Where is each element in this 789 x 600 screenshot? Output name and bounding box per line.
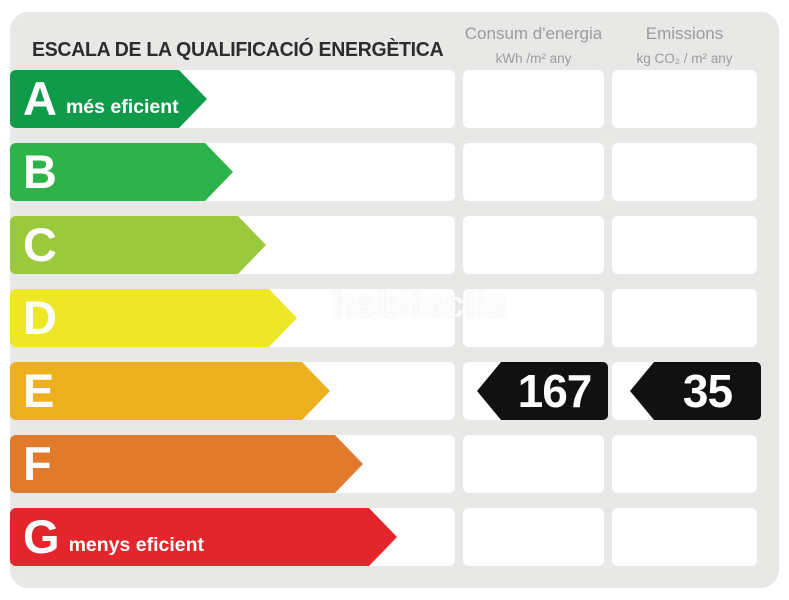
emissions-cell (612, 289, 757, 347)
consum-cell (463, 143, 604, 201)
rating-row-c: C (10, 216, 779, 274)
rating-row-d: D (10, 289, 779, 347)
rating-arrow-c: C (10, 216, 266, 274)
badge-arrow-icon (477, 362, 501, 420)
rating-letter: E (23, 364, 54, 417)
consum-cell: 167 (463, 362, 608, 420)
consum-value-badge: 167 (477, 362, 608, 420)
arrow-tip-icon (335, 435, 363, 493)
consum-cell (463, 435, 604, 493)
rating-letter: G (23, 510, 60, 563)
emissions-value: 35 (654, 362, 761, 420)
consum-cell (463, 70, 604, 128)
arrow-tip-icon (269, 289, 297, 347)
emissions-cell (612, 216, 757, 274)
emissions-cell (612, 508, 757, 566)
page-title: ESCALA DE LA QUALIFICACIÓ ENERGÈTICA (32, 38, 444, 61)
rating-row-label: més eficient (65, 95, 179, 118)
consum-unit: kWh /m² any (495, 51, 572, 66)
emissions-cell (612, 143, 757, 201)
rating-arrow-e: E (10, 362, 330, 420)
rating-row-g: G menys eficient (10, 508, 779, 566)
rating-letter: A (23, 72, 57, 125)
rating-arrow-a: A més eficient (10, 70, 207, 128)
arrow-tip-icon (369, 508, 397, 566)
rating-row-f: F (10, 435, 779, 493)
rating-letter: C (23, 218, 57, 271)
column-header-consum: Consum d'energia kWh /m² any (463, 24, 604, 66)
emissions-unit: kg CO₂ / m² any (636, 51, 733, 66)
energy-certificate-panel: ESCALA DE LA QUALIFICACIÓ ENERGÈTICA Con… (10, 12, 779, 588)
rating-letter: B (23, 145, 57, 198)
rating-arrow-f: F (10, 435, 363, 493)
column-header-emissions: Emissions kg CO₂ / m² any (612, 24, 757, 66)
arrow-tip-icon (302, 362, 330, 420)
emissions-value-badge: 35 (630, 362, 761, 420)
consum-title: Consum d'energia (464, 24, 603, 43)
consum-cell (463, 216, 604, 274)
arrow-tip-icon (205, 143, 233, 201)
rating-row-e: E 167 35 (10, 362, 779, 420)
emissions-title: Emissions (645, 24, 724, 43)
consum-cell (463, 508, 604, 566)
rating-row-b: B (10, 143, 779, 201)
emissions-cell (612, 435, 757, 493)
rating-letter: D (23, 291, 57, 344)
badge-arrow-icon (630, 362, 654, 420)
rating-row-a: A més eficient (10, 70, 779, 128)
rating-arrow-g: G menys eficient (10, 508, 397, 566)
watermark: habitaclia (332, 284, 508, 326)
consum-cell (463, 289, 604, 347)
emissions-cell (612, 70, 757, 128)
rating-arrow-b: B (10, 143, 233, 201)
rating-row-label: menys eficient (68, 533, 205, 556)
arrow-tip-icon (238, 216, 266, 274)
arrow-tip-icon (178, 70, 207, 128)
rating-arrow-d: D (10, 289, 297, 347)
rating-rows: A més eficient (10, 70, 779, 566)
consum-value: 167 (501, 362, 608, 420)
rating-letter: F (23, 437, 52, 490)
emissions-cell: 35 (612, 362, 761, 420)
